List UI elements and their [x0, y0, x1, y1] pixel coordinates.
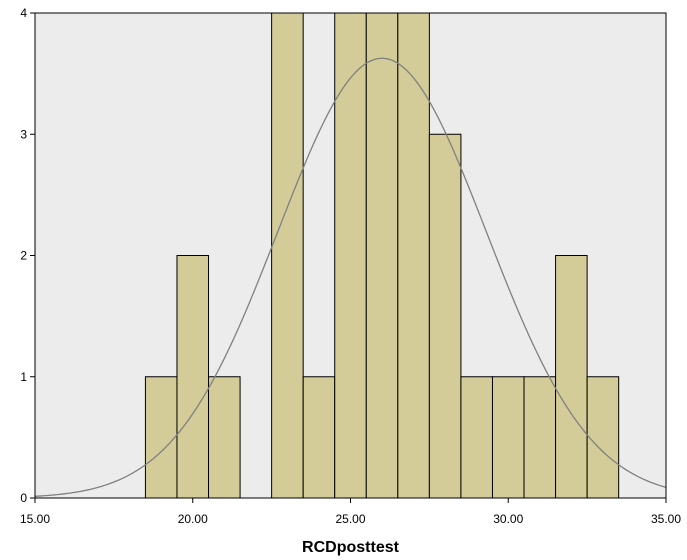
y-tick-label: 0: [20, 491, 27, 505]
histogram-bar: [523, 376, 557, 499]
histogram-bar: [586, 376, 620, 499]
histogram-bar: [428, 133, 462, 499]
y-tick-label: 1: [20, 370, 27, 384]
x-tick-label: 20.00: [178, 512, 208, 526]
histogram-bar: [491, 376, 525, 499]
histogram-bar: [365, 12, 399, 499]
x-tick-label: 25.00: [335, 512, 365, 526]
histogram-bar: [460, 376, 493, 499]
x-tick-label: 30.00: [493, 512, 523, 526]
histogram-bar: [208, 376, 241, 499]
histogram-bars: [144, 12, 620, 499]
y-tick-label: 2: [20, 249, 27, 263]
histogram-bar: [334, 12, 367, 499]
histogram-bar: [271, 12, 304, 499]
histogram-bar: [302, 376, 336, 499]
histogram-bar: [397, 12, 430, 499]
histogram-bar: [555, 255, 588, 499]
y-tick-label: 4: [20, 6, 27, 20]
x-tick-label: 15.00: [20, 512, 50, 526]
x-axis: 15.00 20.00 25.00 30.00 35.00: [20, 498, 681, 526]
y-axis: 0 1 2 3 4: [20, 6, 35, 505]
normal-curve: [34, 57, 667, 497]
histogram-bar: [144, 376, 178, 499]
y-tick-label: 3: [20, 127, 27, 141]
x-axis-title: RCDposttest: [302, 539, 400, 556]
x-tick-label: 35.00: [651, 512, 681, 526]
histogram-bar: [176, 255, 210, 499]
